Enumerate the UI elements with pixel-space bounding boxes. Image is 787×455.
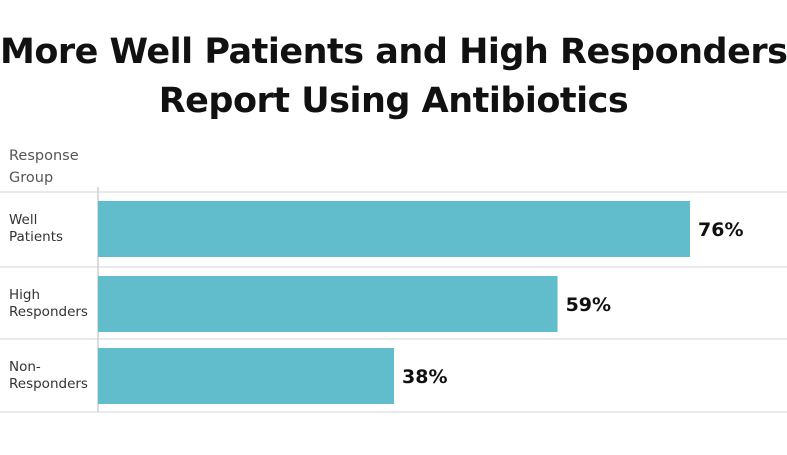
value-label-2: 59% [566, 294, 611, 316]
category-header-line-1: Response [9, 148, 79, 164]
chart-title: More Well Patients and High Responders R… [0, 28, 787, 126]
bar-3 [98, 348, 394, 404]
value-label-3: 38% [402, 366, 447, 388]
bar-1 [98, 201, 690, 257]
category-label-2-line-2: Responders [9, 304, 88, 320]
category-label-3-line-2: Responders [9, 376, 88, 392]
category-label-1-line-2: Patients [9, 229, 63, 245]
chart-title-line-1: More Well Patients and High Responders [0, 32, 787, 72]
bar-2 [98, 276, 558, 332]
category-label-2-line-1: High [9, 287, 40, 303]
bars-group: 76%WellPatients59%HighResponders38%Non-R… [9, 201, 743, 404]
category-header-line-2: Group [9, 170, 53, 186]
value-label-1: 76% [698, 219, 743, 241]
category-label-3-line-1: Non- [9, 359, 41, 375]
chart-title-line-2: Report Using Antibiotics [158, 81, 629, 121]
category-label-1-line-1: Well [9, 212, 37, 228]
